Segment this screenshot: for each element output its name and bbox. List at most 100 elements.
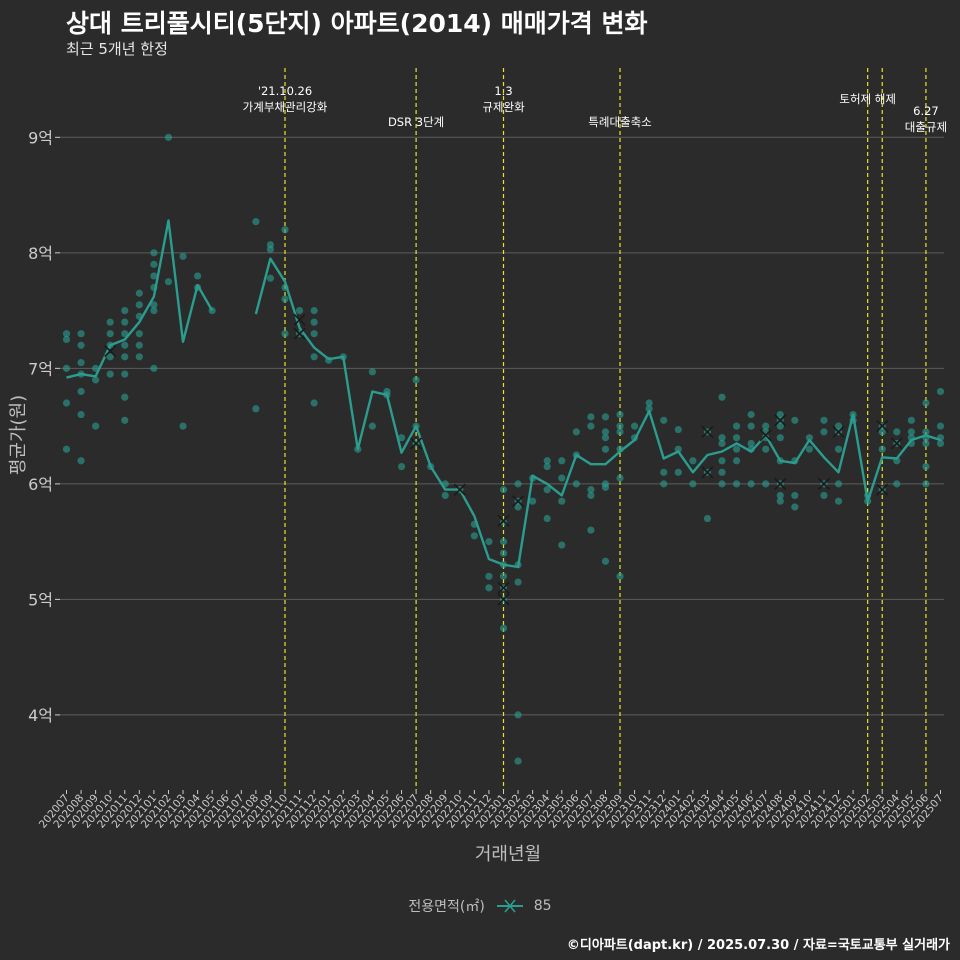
data-point xyxy=(805,445,814,453)
data-point xyxy=(368,368,376,376)
data-point xyxy=(572,480,580,488)
chart-title: 상대 트리풀시티(5단지) 아파트(2014) 매매가격 변화 xyxy=(66,9,648,38)
data-point xyxy=(660,480,668,488)
data-point xyxy=(310,399,318,407)
data-point xyxy=(135,353,143,361)
cross-stroke xyxy=(876,420,889,433)
data-point xyxy=(703,514,712,523)
data-point xyxy=(62,330,71,338)
data-point xyxy=(718,434,726,442)
cross-marker xyxy=(759,429,772,442)
cross-marker xyxy=(497,581,510,594)
data-point xyxy=(893,428,901,436)
data-point xyxy=(412,376,420,384)
data-point xyxy=(281,226,289,234)
data-point xyxy=(135,330,143,338)
data-point xyxy=(645,399,653,407)
cross-stroke xyxy=(701,466,714,479)
y-tick-label: 4억 xyxy=(28,706,53,725)
data-point xyxy=(135,341,143,349)
cross-marker xyxy=(774,414,787,427)
data-point xyxy=(791,503,799,511)
event-label: 특례대출축소 xyxy=(588,115,651,129)
data-point xyxy=(121,393,129,401)
cross-stroke xyxy=(759,429,772,442)
event-label: 토허제 해제 xyxy=(839,92,896,106)
cross-marker xyxy=(497,593,510,606)
data-point xyxy=(121,370,129,378)
data-point xyxy=(179,252,187,260)
data-point xyxy=(732,434,741,442)
data-point xyxy=(135,301,143,309)
data-point xyxy=(936,439,945,448)
data-point xyxy=(936,387,945,396)
data-point xyxy=(485,584,493,592)
y-axis-label: 평균가(원) xyxy=(8,395,29,475)
data-point xyxy=(121,416,129,424)
series-line xyxy=(254,257,941,569)
y-tick-label: 9억 xyxy=(28,128,53,147)
data-point xyxy=(558,457,566,465)
legend-entry: 85 xyxy=(533,898,552,914)
data-point xyxy=(601,557,610,565)
data-point xyxy=(791,416,799,424)
data-point xyxy=(499,486,508,494)
data-point xyxy=(266,245,275,253)
data-point xyxy=(121,353,129,361)
data-point xyxy=(587,422,595,430)
legend-title: 전용면적(㎡) xyxy=(408,899,485,915)
data-point xyxy=(135,289,143,297)
data-point xyxy=(689,457,697,465)
y-tick-label: 6억 xyxy=(28,475,53,494)
data-point xyxy=(397,462,406,471)
data-point xyxy=(907,416,915,424)
data-point xyxy=(718,439,726,448)
data-point xyxy=(660,416,668,424)
data-point xyxy=(179,422,187,430)
data-point xyxy=(499,538,508,546)
data-point xyxy=(150,364,158,372)
data-point xyxy=(834,497,843,505)
cross-stroke xyxy=(293,313,306,326)
legend-key-icon xyxy=(497,899,524,913)
data-point xyxy=(499,624,508,632)
data-point xyxy=(674,445,682,453)
data-point xyxy=(834,422,843,430)
cross-marker xyxy=(104,344,117,358)
data-point xyxy=(922,462,930,471)
data-point xyxy=(558,541,566,549)
data-point xyxy=(587,491,595,500)
data-point xyxy=(499,549,508,557)
data-point xyxy=(762,480,770,488)
data-point xyxy=(150,301,158,309)
data-point xyxy=(645,405,653,413)
data-point xyxy=(77,330,85,338)
data-point xyxy=(587,486,595,494)
data-point xyxy=(776,434,784,442)
y-tick-label: 5억 xyxy=(28,590,53,609)
event-label: 6.27 xyxy=(913,104,939,118)
data-point xyxy=(616,422,624,430)
cross-marker xyxy=(876,483,889,496)
event-label: 1.3 xyxy=(494,84,512,98)
data-point xyxy=(893,480,901,488)
cross-stroke xyxy=(410,437,423,450)
data-point xyxy=(616,410,624,419)
data-point xyxy=(776,497,784,505)
cross-marker xyxy=(876,420,889,433)
x-axis-ticks: 2020072020082020092020102020112020122021… xyxy=(37,790,946,831)
chart-subtitle: 최근 5개년 한정 xyxy=(66,40,168,58)
data-point xyxy=(616,572,624,580)
data-point xyxy=(310,353,318,361)
data-point xyxy=(62,445,71,453)
event-label: 가계부채관리강화 xyxy=(243,100,328,114)
data-point xyxy=(514,757,522,765)
cross-stroke xyxy=(890,437,903,450)
data-point xyxy=(776,422,784,430)
data-point xyxy=(747,410,755,419)
data-point xyxy=(732,480,741,488)
data-point xyxy=(762,445,770,453)
data-point xyxy=(529,497,537,505)
y-tick-label: 7억 xyxy=(28,359,53,378)
